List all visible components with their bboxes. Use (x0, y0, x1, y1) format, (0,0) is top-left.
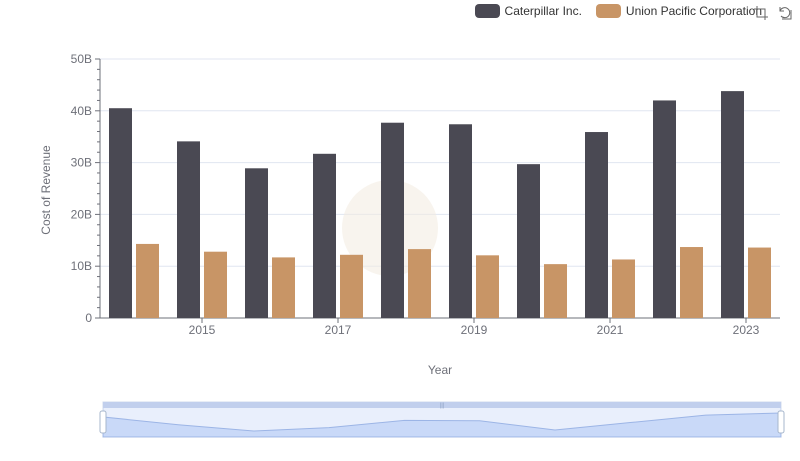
bar-caterpillar (449, 124, 472, 318)
bar-caterpillar (109, 108, 132, 319)
x-tick-label: 2015 (189, 323, 216, 337)
restore-icon[interactable] (778, 6, 792, 20)
y-tick-label: 10B (71, 259, 92, 273)
zoom-select-icon[interactable] (754, 6, 768, 20)
bar-union-pacific (204, 251, 227, 318)
x-tick-label: 2019 (461, 323, 488, 337)
bar-caterpillar (585, 132, 608, 318)
legend-swatch-caterpillar (474, 4, 500, 18)
legend-label-union-pacific: Union Pacific Corporation (625, 4, 762, 18)
y-axis-title: Cost of Revenue (39, 145, 53, 235)
legend-label-caterpillar: Caterpillar Inc. (504, 4, 582, 18)
x-tick-label: 2023 (733, 323, 760, 337)
legend-swatch-union-pacific (595, 4, 621, 18)
y-tick-label: 30B (71, 156, 92, 170)
bar-union-pacific (272, 257, 295, 318)
y-tick-label: 20B (71, 207, 92, 221)
toolbox (754, 6, 792, 20)
y-tick-label: 0 (85, 311, 92, 325)
bar-caterpillar (721, 91, 744, 318)
y-tick-label: 50B (71, 52, 92, 66)
bar-union-pacific (748, 247, 771, 318)
bar-union-pacific (476, 255, 499, 318)
bar-union-pacific (544, 264, 567, 318)
legend-item-caterpillar[interactable]: Caterpillar Inc. (474, 4, 582, 18)
bar-caterpillar (381, 122, 404, 319)
x-tick-label: 2021 (597, 323, 624, 337)
bar-caterpillar (517, 164, 540, 318)
bar-union-pacific (340, 254, 363, 318)
x-tick-label: 2017 (325, 323, 352, 337)
legend-item-union-pacific[interactable]: Union Pacific Corporation (595, 4, 762, 18)
y-tick-label: 40B (71, 104, 92, 118)
zoom-slider-top-bar (103, 402, 781, 408)
zoom-slider-left-handle[interactable] (99, 410, 107, 434)
zoom-slider-right-handle[interactable] (777, 410, 785, 434)
zoom-slider-selection (103, 402, 781, 437)
bar-union-pacific (680, 247, 703, 318)
bar-union-pacific (612, 259, 635, 318)
bar-caterpillar (653, 100, 676, 318)
bar-caterpillar (177, 141, 200, 318)
legend: Caterpillar Inc. Union Pacific Corporati… (474, 4, 762, 18)
bar-caterpillar (313, 153, 336, 318)
x-axis-title: Year (427, 363, 453, 377)
bar-caterpillar (245, 168, 268, 318)
bar-union-pacific (408, 249, 431, 318)
zoom-slider-grip-icon: ||| (440, 403, 445, 409)
bar-union-pacific (136, 243, 159, 318)
